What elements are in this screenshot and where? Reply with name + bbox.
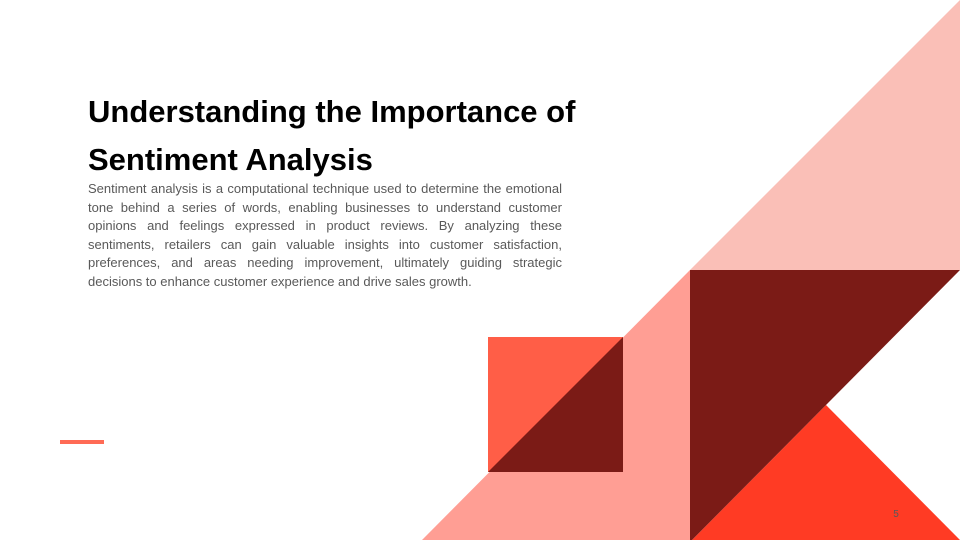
red-triangle — [692, 405, 960, 540]
dark-square-triangle — [488, 337, 623, 472]
slide-title: Understanding the Importance of Sentimen… — [88, 94, 576, 177]
accent-line — [60, 440, 104, 444]
slide-body-text: Sentiment analysis is a computational te… — [88, 181, 562, 289]
dark-maroon-shape — [690, 270, 960, 540]
page-number: 5 — [893, 509, 899, 520]
pale-pink-triangle — [690, 0, 960, 270]
